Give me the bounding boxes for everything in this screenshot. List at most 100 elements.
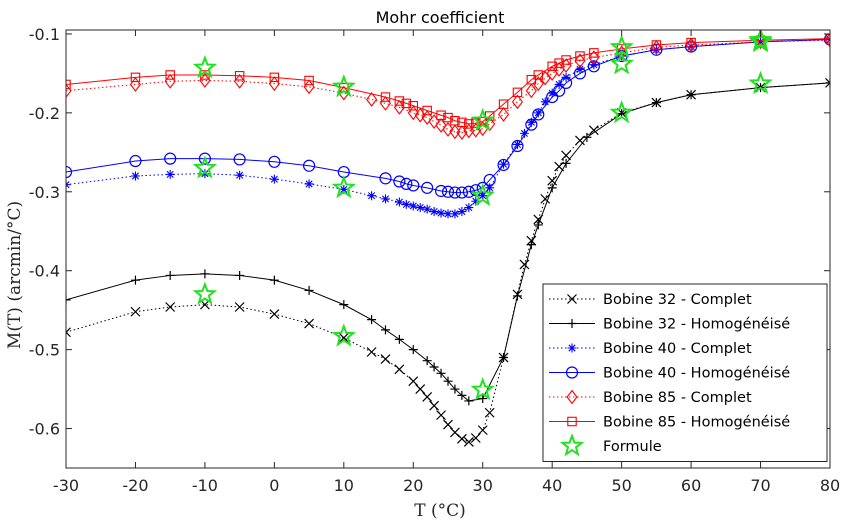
data-point-formule <box>609 51 634 75</box>
y-tick-label: -0.2 <box>29 104 60 123</box>
data-point-bobine-40-homog-n-is <box>823 33 830 46</box>
data-point-bobine-85-homog-n-is <box>547 61 557 72</box>
data-point-bobine-85-homog-n-is <box>589 48 599 58</box>
legend-label-bobine-32-complet: Bobine 32 - Complet <box>603 292 752 308</box>
data-point-formule <box>331 323 357 347</box>
data-point-bobine-32-complet <box>429 400 440 411</box>
data-point-bobine-85-complet <box>754 34 767 50</box>
data-point-bobine-40-complet <box>200 169 210 179</box>
data-point-bobine-40-homog-n-is <box>525 118 538 131</box>
data-point-bobine-85-complet <box>338 85 350 101</box>
x-tick-label: 30 <box>473 476 493 495</box>
data-point-formule <box>748 70 773 95</box>
data-point-bobine-40-homog-n-is <box>302 159 316 172</box>
data-point-bobine-40-homog-n-is <box>407 179 420 192</box>
data-point-bobine-32-complet <box>165 302 176 312</box>
data-point-bobine-40-homog-n-is <box>233 153 246 166</box>
data-point-bobine-32-complet <box>456 433 467 444</box>
data-point-bobine-40-homog-n-is <box>268 155 281 168</box>
data-point-bobine-40-complet <box>457 207 467 217</box>
data-point-bobine-40-complet <box>519 128 529 138</box>
data-point-bobine-32-complet <box>470 433 481 443</box>
data-point-bobine-32-complet <box>825 77 830 88</box>
data-point-bobine-32-complet <box>540 193 551 204</box>
data-point-bobine-85-homog-n-is <box>512 87 523 98</box>
data-point-bobine-40-homog-n-is <box>553 84 566 97</box>
data-point-bobine-85-homog-n-is <box>130 72 141 83</box>
data-point-bobine-85-homog-n-is <box>165 70 175 80</box>
data-point-bobine-32-homog-n-is <box>478 394 488 404</box>
legend-label-bobine-32-homog-n-is: Bobine 32 - Homogénéisé <box>603 317 790 333</box>
legend-marker-formule <box>559 433 585 457</box>
data-point-bobine-40-homog-n-is <box>421 181 434 194</box>
data-point-bobine-32-complet <box>547 175 558 186</box>
data-point-bobine-85-homog-n-is <box>394 96 405 106</box>
data-point-bobine-40-complet <box>512 139 522 149</box>
data-point-bobine-32-homog-n-is <box>464 396 474 406</box>
data-point-bobine-40-complet <box>394 197 404 207</box>
data-point-bobine-40-complet <box>269 174 279 184</box>
data-point-bobine-85-homog-n-is <box>380 92 391 102</box>
data-point-bobine-85-complet <box>456 125 468 141</box>
data-point-bobine-85-homog-n-is <box>686 37 696 48</box>
data-point-bobine-85-homog-n-is <box>554 58 564 68</box>
data-point-formule <box>748 30 773 53</box>
data-point-bobine-32-complet <box>436 410 446 421</box>
data-point-bobine-85-complet <box>442 122 454 137</box>
data-point-bobine-85-homog-n-is <box>401 98 412 109</box>
legend-marker-bobine-85-complet <box>566 389 578 405</box>
data-point-formule <box>470 182 495 207</box>
data-point-bobine-40-complet <box>526 117 536 127</box>
data-point-bobine-32-complet <box>234 302 245 312</box>
x-tick-label: 10 <box>334 476 354 495</box>
data-point-bobine-32-complet <box>588 125 599 136</box>
data-point-bobine-40-homog-n-is <box>393 175 406 188</box>
legend-marker-bobine-40-homog-n-is <box>565 366 579 379</box>
data-point-bobine-32-complet <box>484 407 495 418</box>
data-point-bobine-85-complet <box>616 45 628 61</box>
data-point-bobine-40-complet <box>464 203 474 213</box>
data-point-bobine-32-homog-n-is <box>304 285 314 295</box>
data-point-bobine-32-complet <box>477 425 488 436</box>
data-point-bobine-32-homog-n-is <box>499 353 509 363</box>
data-point-bobine-32-homog-n-is <box>130 275 140 285</box>
data-point-bobine-85-homog-n-is <box>464 119 474 129</box>
data-point-bobine-85-complet <box>588 50 600 66</box>
x-tick-label: 40 <box>542 476 562 495</box>
data-point-bobine-40-complet <box>575 64 585 74</box>
data-point-bobine-40-complet <box>540 97 550 107</box>
data-point-bobine-32-homog-n-is <box>394 334 404 344</box>
data-point-bobine-40-homog-n-is <box>379 172 392 185</box>
data-point-bobine-40-complet <box>339 184 349 194</box>
data-point-bobine-32-homog-n-is <box>651 98 661 108</box>
data-point-bobine-32-homog-n-is <box>408 345 418 355</box>
data-point-bobine-32-homog-n-is <box>582 132 592 142</box>
y-tick-label: -0.3 <box>29 183 60 202</box>
data-point-bobine-40-complet <box>443 209 453 219</box>
data-point-bobine-40-complet <box>422 204 432 214</box>
data-point-bobine-85-homog-n-is <box>436 110 446 120</box>
data-point-bobine-40-homog-n-is <box>650 43 663 56</box>
data-point-bobine-32-homog-n-is <box>561 158 571 168</box>
axes-box <box>65 29 831 469</box>
data-point-formule <box>748 30 773 51</box>
data-point-bobine-85-complet <box>511 94 524 110</box>
data-point-bobine-32-complet <box>130 306 141 317</box>
data-point-bobine-40-homog-n-is <box>511 139 524 153</box>
legend-marker-bobine-85-homog-n-is <box>567 416 577 427</box>
data-point-bobine-85-homog-n-is <box>408 101 419 111</box>
x-tick-label: 0 <box>269 476 279 495</box>
data-point-bobine-32-homog-n-is <box>436 368 446 378</box>
y-axis-label: M(T) (arcmin/°C) <box>5 201 25 349</box>
chart-title: Mohr coefficient <box>376 8 505 27</box>
y-tick-label: -0.6 <box>29 420 60 439</box>
data-point-bobine-40-homog-n-is <box>441 185 455 198</box>
data-point-bobine-85-complet <box>129 77 142 92</box>
axes: -30 -20 -10 0 10 20 30 40 50 60 70 80 -0.6 -0.5 -0.4 -0… <box>29 25 840 495</box>
data-point-bobine-40-homog-n-is <box>532 108 545 121</box>
data-point-bobine-40-homog-n-is <box>587 60 600 73</box>
data-point-bobine-85-complet <box>407 105 419 121</box>
x-axis-label: T (°C) <box>414 501 466 521</box>
data-point-bobine-85-complet <box>234 73 246 89</box>
